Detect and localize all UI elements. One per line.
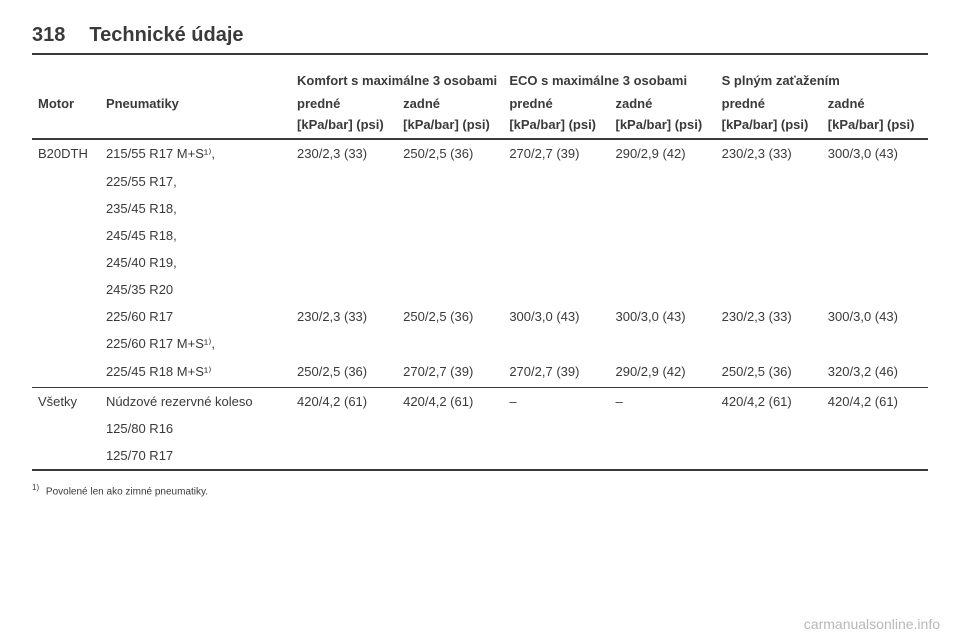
section-title: Technické údaje	[89, 24, 243, 47]
value-cell: 230/2,3 (33)	[716, 303, 822, 330]
header-rear: zadné	[822, 92, 928, 113]
motor-cell: B20DTH	[32, 139, 100, 168]
tyre-cell: 125/70 R17	[100, 442, 291, 469]
motor-cell	[32, 303, 100, 330]
table-row: 245/35 R20	[32, 276, 928, 303]
header-unit: [kPa/bar] (psi)	[822, 113, 928, 139]
value-cell: 320/3,2 (46)	[822, 358, 928, 386]
table-row: Všetky Núdzové rezervné koleso 420/4,2 (…	[32, 387, 928, 415]
header-eco: ECO s maximálne 3 osobami	[503, 65, 715, 92]
value-cell: 270/2,7 (39)	[397, 358, 503, 386]
header-rear: zadné	[397, 92, 503, 113]
table-row: 125/70 R17	[32, 442, 928, 469]
watermark: carmanualsonline.info	[804, 616, 940, 632]
tyre-cell: Núdzové rezervné koleso	[100, 387, 291, 415]
value-cell: 300/3,0 (43)	[822, 139, 928, 168]
value-cell: –	[609, 387, 715, 415]
motor-cell	[32, 358, 100, 386]
header-tyres: Pneumatiky	[100, 92, 291, 113]
table-row: 245/45 R18,	[32, 222, 928, 249]
tyre-cell: 245/40 R19,	[100, 249, 291, 276]
tyre-cell: 235/45 R18,	[100, 195, 291, 222]
header-unit: [kPa/bar] (psi)	[397, 113, 503, 139]
header-motor: Motor	[32, 92, 100, 113]
value-cell: 230/2,3 (33)	[716, 139, 822, 168]
table-row: 125/80 R16	[32, 415, 928, 442]
tyre-cell: 225/45 R18 M+S¹⁾	[100, 358, 291, 386]
table-row: B20DTH 215/55 R17 M+S¹⁾, 230/2,3 (33) 25…	[32, 139, 928, 168]
value-cell: 250/2,5 (36)	[397, 139, 503, 168]
header-front: predné	[503, 92, 609, 113]
header-front: predné	[291, 92, 397, 113]
tyre-pressure-table: Komfort s maximálne 3 osobami ECO s maxi…	[32, 65, 928, 471]
value-cell: 420/4,2 (61)	[291, 387, 397, 415]
table-row: 225/45 R18 M+S¹⁾ 250/2,5 (36) 270/2,7 (3…	[32, 358, 928, 386]
tyre-cell: 245/45 R18,	[100, 222, 291, 249]
header-rear: zadné	[609, 92, 715, 113]
value-cell: 270/2,7 (39)	[503, 139, 609, 168]
header-front: predné	[716, 92, 822, 113]
value-cell: 290/2,9 (42)	[609, 139, 715, 168]
value-cell: 300/3,0 (43)	[822, 303, 928, 330]
table-row: 225/55 R17,	[32, 168, 928, 195]
tyre-cell: 245/35 R20	[100, 276, 291, 303]
value-cell: 230/2,3 (33)	[291, 139, 397, 168]
value-cell: 420/4,2 (61)	[822, 387, 928, 415]
table-row: 245/40 R19,	[32, 249, 928, 276]
tyre-cell: 125/80 R16	[100, 415, 291, 442]
tyre-cell: 215/55 R17 M+S¹⁾,	[100, 139, 291, 168]
motor-cell: Všetky	[32, 387, 100, 415]
value-cell: 250/2,5 (36)	[716, 358, 822, 386]
table-row: 225/60 R17 M+S¹⁾,	[32, 330, 928, 358]
header-full: S plným zaťažením	[716, 65, 928, 92]
page-number: 318	[32, 24, 65, 47]
table-row: 225/60 R17 230/2,3 (33) 250/2,5 (36) 300…	[32, 303, 928, 330]
value-cell: 300/3,0 (43)	[609, 303, 715, 330]
value-cell: 270/2,7 (39)	[503, 358, 609, 386]
value-cell: 290/2,9 (42)	[609, 358, 715, 386]
header-comfort: Komfort s maximálne 3 osobami	[291, 65, 503, 92]
header-unit: [kPa/bar] (psi)	[291, 113, 397, 139]
footnote: 1) Povolené len ako zimné pneumatiky.	[32, 483, 928, 497]
value-cell: 250/2,5 (36)	[291, 358, 397, 386]
page-header: 318 Technické údaje	[32, 24, 928, 55]
footnote-text: Povolené len ako zimné pneumatiky.	[46, 486, 208, 497]
header-unit: [kPa/bar] (psi)	[609, 113, 715, 139]
table-row: 235/45 R18,	[32, 195, 928, 222]
value-cell: 420/4,2 (61)	[716, 387, 822, 415]
value-cell: 300/3,0 (43)	[503, 303, 609, 330]
header-unit: [kPa/bar] (psi)	[716, 113, 822, 139]
tyre-cell: 225/55 R17,	[100, 168, 291, 195]
header-unit: [kPa/bar] (psi)	[503, 113, 609, 139]
footnote-marker: 1)	[32, 483, 39, 492]
value-cell: 420/4,2 (61)	[397, 387, 503, 415]
value-cell: 250/2,5 (36)	[397, 303, 503, 330]
value-cell: 230/2,3 (33)	[291, 303, 397, 330]
tyre-cell: 225/60 R17	[100, 303, 291, 330]
value-cell: –	[503, 387, 609, 415]
tyre-cell: 225/60 R17 M+S¹⁾,	[100, 330, 291, 358]
